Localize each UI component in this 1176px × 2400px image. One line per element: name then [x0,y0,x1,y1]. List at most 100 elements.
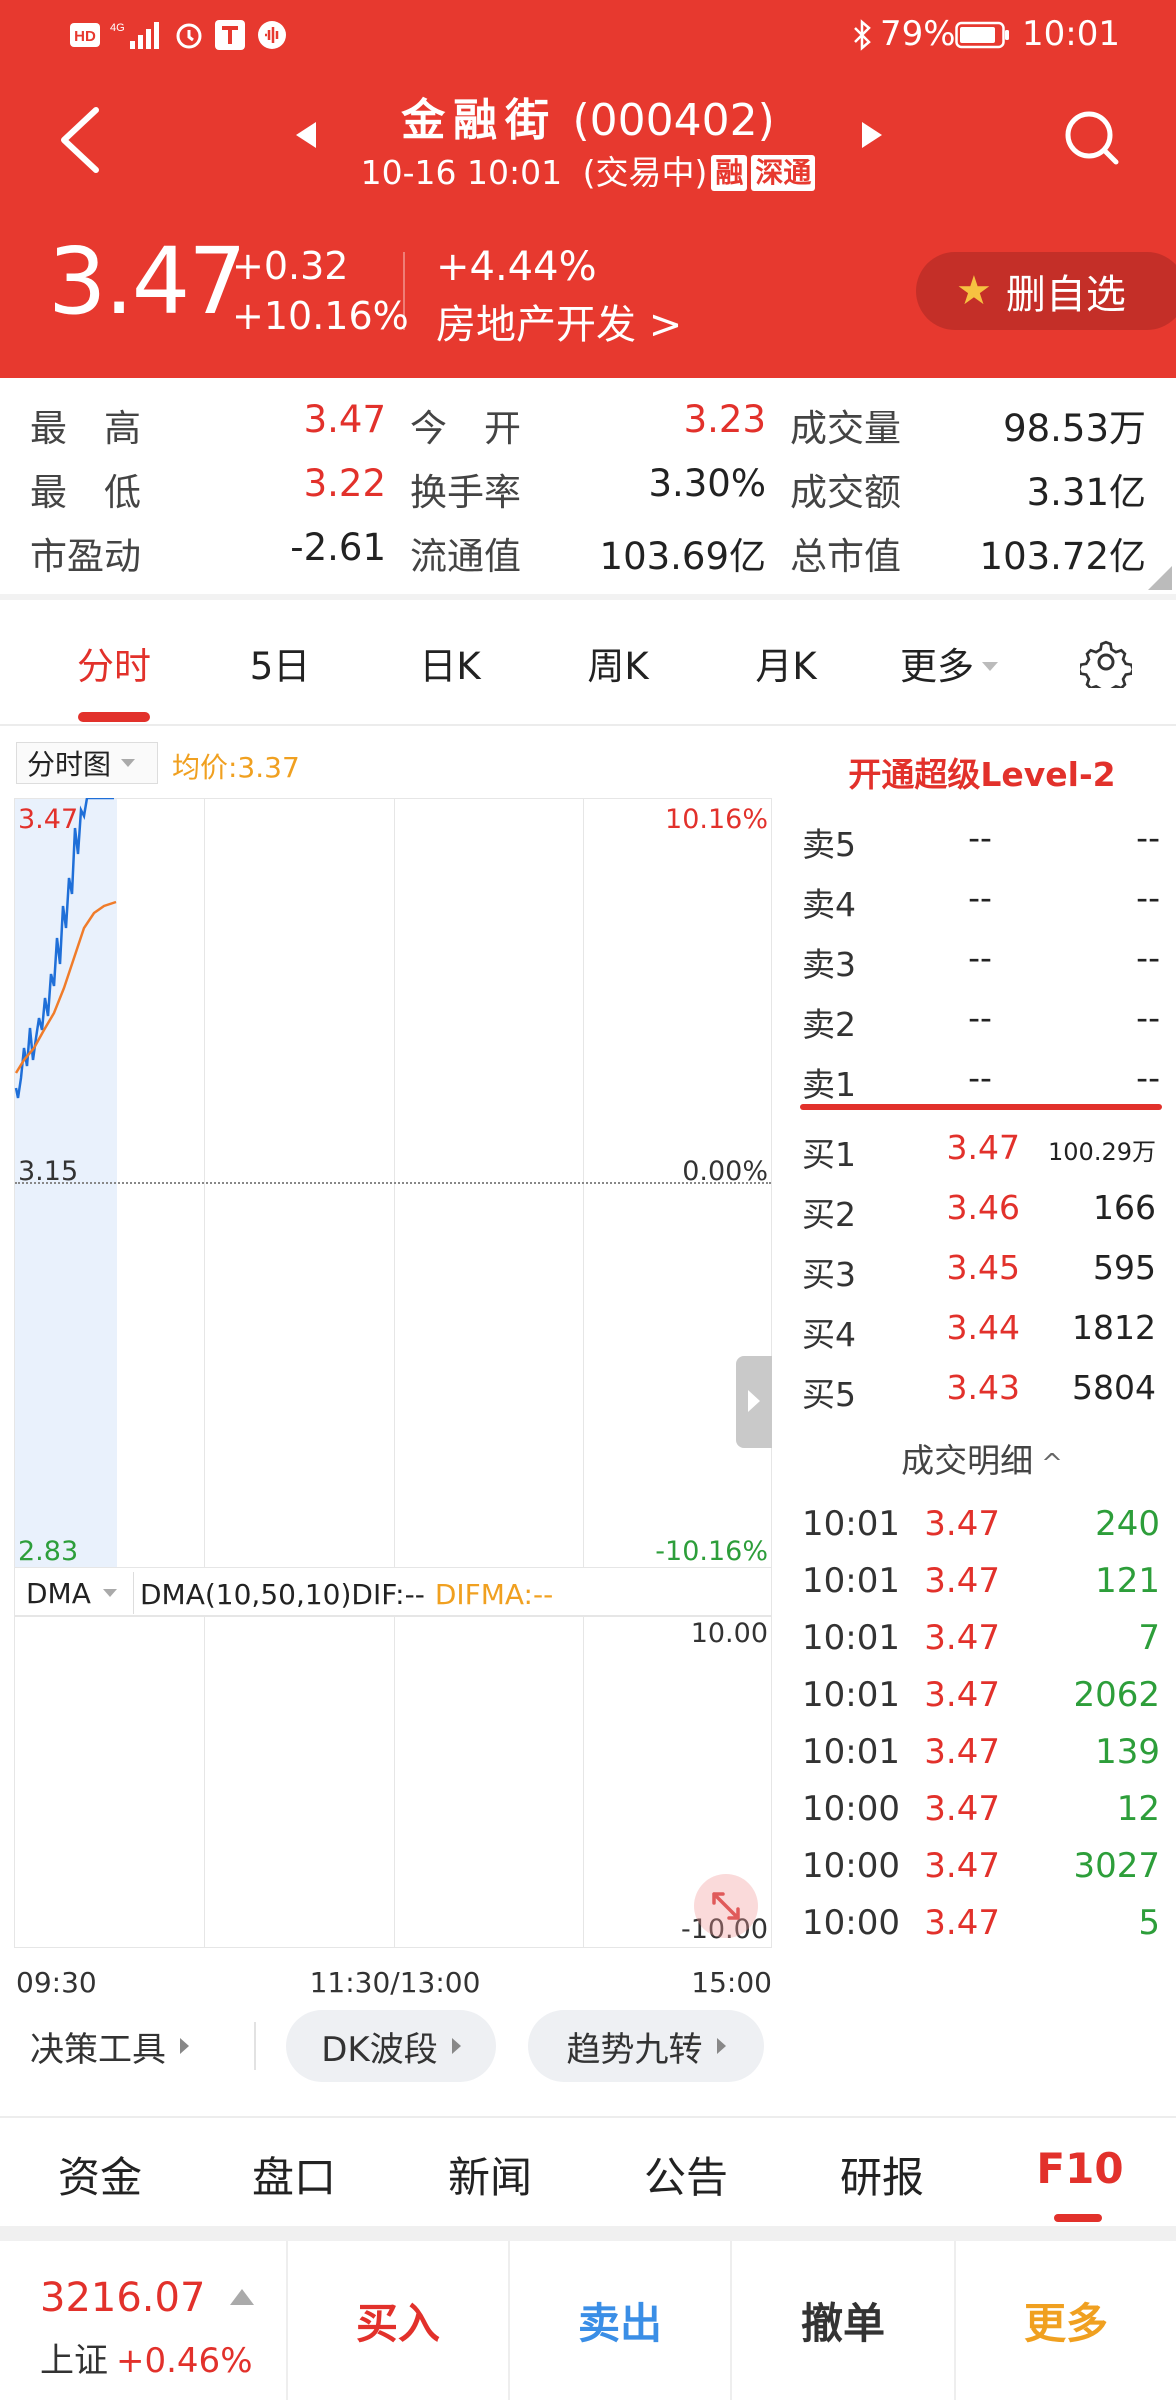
stock-title: 金融街 (000402) [300,84,876,148]
stat-label-total-cap: 总市值 [790,535,901,578]
next-stock-button[interactable] [862,122,882,148]
tab-intraday[interactable]: 分时 [77,645,151,688]
trend-nine-button[interactable]: 趋势九转 [528,2010,764,2082]
trade-vol: 240 [1095,1504,1160,1544]
bid4-label: 买4 [802,1315,856,1354]
grid-line [583,1617,584,1947]
ask1-price: -- [968,1058,992,1097]
trade-details-toggle[interactable]: 成交明细 ^ [800,1434,1164,1482]
tab-capital[interactable]: 资金 [57,2153,142,2202]
expand-icon [712,1892,740,1920]
x-start-label: 09:30 [16,1966,97,1999]
trade-time: 10:00 [802,1846,900,1886]
trade-vol: 3027 [1073,1846,1160,1886]
tab-research[interactable]: 研报 [839,2153,924,2202]
caret-down-icon [121,759,136,767]
ask2-price: -- [968,998,992,1037]
stat-label-open: 今 开 [410,407,521,450]
trade-vol: 7 [1138,1618,1160,1658]
indicator-select[interactable]: DMA [16,1572,134,1614]
ask3-label: 卖3 [802,945,856,984]
fullscreen-button[interactable] [694,1874,758,1938]
caret-right-icon [451,2038,461,2054]
search-icon [1065,111,1119,165]
bid5-price: 3.43 [946,1368,1020,1407]
quote-datetime: 10-16 10:01 [360,153,563,192]
tab-f10[interactable]: F10 [1036,2144,1124,2193]
chart-settings-button[interactable] [1077,636,1135,698]
tab-indicator [1054,2214,1102,2222]
tab-monthly-k[interactable]: 月K [755,645,817,688]
sector-link[interactable]: 房地产开发 > [436,302,683,348]
trade-price: 3.47 [924,1504,1000,1544]
chevron-right-icon [748,1390,760,1412]
tab-order-book[interactable]: 盘口 [251,2153,336,2202]
header: HD 4G 79% 10:01 金融街 (000402) 10-16 10:01… [0,0,1176,378]
bid4-vol: 1812 [1072,1308,1156,1347]
pct-mid-label: 0.00% [682,1156,768,1187]
expand-corner-icon[interactable] [1148,566,1172,590]
trade-price: 3.47 [924,1789,1000,1829]
tab-weekly-k[interactable]: 周K [587,645,649,688]
cancel-order-button[interactable]: 撤单 [730,2241,954,2400]
trade-vol: 139 [1095,1732,1160,1772]
bid2-vol: 166 [1093,1188,1156,1227]
stat-value-high: 3.47 [303,398,386,441]
collapse-panel-handle[interactable] [736,1356,772,1448]
bid1-label: 买1 [802,1135,856,1174]
trade-price: 3.47 [924,1618,1000,1658]
margin-tag: 融 [711,155,748,191]
avg-price: 均价:3.37 [172,751,300,784]
level2-link[interactable]: 开通超级Level-2 [848,755,1116,794]
index-quote[interactable]: 3216.07 [40,2275,255,2321]
tab-more[interactable]: 更多 [900,636,1010,690]
hd-icon: HD [70,18,100,52]
remove-favorite-button[interactable]: ★ 删自选 [916,252,1176,330]
caret-right-icon [180,2038,189,2054]
separator [0,2226,1176,2241]
trade-price: 3.47 [924,1561,1000,1601]
battery-icon [954,18,1012,52]
tab-announcements[interactable]: 公告 [643,2153,728,2202]
prev-stock-button[interactable] [296,122,316,148]
stock-name: 金融街 [401,95,558,146]
stat-value-float-cap: 103.69亿 [599,535,766,578]
triangle-up-icon [230,2289,255,2305]
alarm-icon [172,18,206,52]
ask3-price: -- [968,938,992,977]
search-button[interactable] [1062,108,1120,166]
prev-close-line [15,1182,771,1184]
stat-value-low: 3.22 [303,462,386,505]
stat-label-float-cap: 流通值 [410,535,521,578]
buy-button[interactable]: 买入 [286,2241,508,2400]
stat-value-amount: 3.31亿 [1026,471,1146,514]
tab-daily-k[interactable]: 日K [419,645,481,688]
app-icon [214,18,246,52]
dma-top-label: 10.00 [690,1618,768,1649]
price-chart [14,798,117,1099]
current-price: 3.47 [48,228,247,335]
bid2-price: 3.46 [946,1188,1020,1227]
dk-band-button[interactable]: DK波段 [286,2010,496,2082]
star-icon: ★ [956,268,992,314]
y-top-label: 3.47 [18,804,79,835]
ask3-vol: -- [1136,938,1160,977]
sell-button[interactable]: 卖出 [508,2241,730,2400]
difma-value: DIFMA:-- [434,1578,554,1611]
grid-line [394,1617,395,1947]
more-button[interactable]: 更多 [954,2241,1176,2400]
trade-details-label: 成交明细 [901,1441,1034,1480]
caret-right-icon [716,2038,726,2054]
svg-text:HD: HD [74,28,96,45]
bid3-price: 3.45 [946,1248,1020,1287]
bid1-price: 3.47 [946,1128,1020,1167]
chart-mode-select[interactable]: 分时图 [16,742,158,784]
tab-news[interactable]: 新闻 [447,2153,532,2202]
stat-value-total-cap: 103.72亿 [979,535,1146,578]
back-button[interactable] [56,104,112,176]
tab-5day[interactable]: 5日 [249,645,311,688]
dma-panel [14,1616,772,1948]
decision-tools-button[interactable]: 决策工具 [30,2010,189,2082]
trading-state: (交易中) [582,153,708,192]
